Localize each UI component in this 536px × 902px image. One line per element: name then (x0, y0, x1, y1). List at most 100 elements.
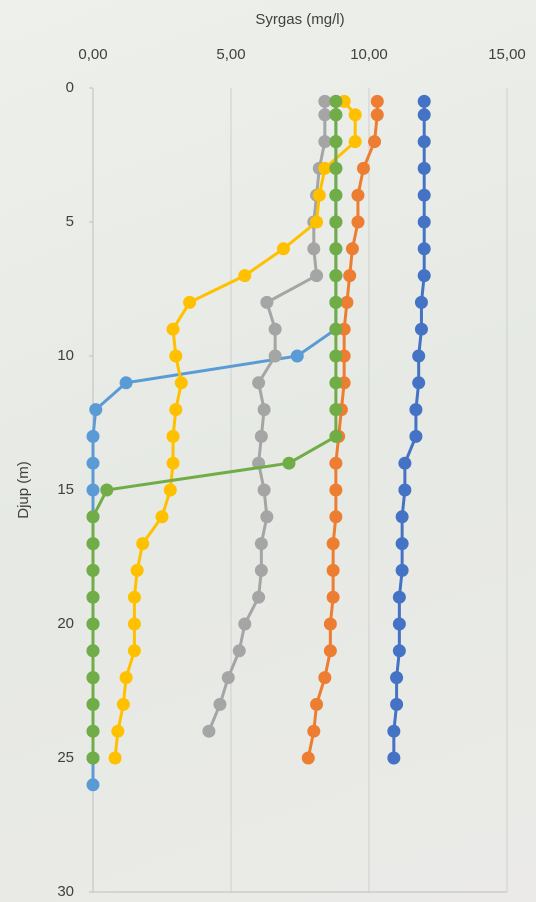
data-point (395, 563, 409, 577)
data-point (390, 671, 404, 685)
data-point (395, 537, 409, 551)
data-point (329, 510, 343, 524)
data-point (86, 456, 100, 470)
data-point (254, 429, 268, 443)
data-point (310, 269, 324, 283)
data-point (86, 697, 100, 711)
data-point (183, 295, 197, 309)
data-point (318, 161, 332, 175)
data-point (86, 778, 100, 792)
y-tick-label: 5 (66, 213, 74, 230)
data-point (417, 94, 431, 108)
y-tick-label: 30 (57, 883, 74, 900)
data-point (307, 242, 321, 256)
data-point (370, 108, 384, 122)
series-line (207, 101, 327, 732)
data-point (370, 94, 384, 108)
data-point (127, 617, 141, 631)
data-point (348, 108, 362, 122)
data-point (329, 483, 343, 497)
data-point (310, 697, 324, 711)
data-point (395, 510, 409, 524)
data-point (260, 295, 274, 309)
data-point (368, 135, 382, 149)
data-point (136, 537, 150, 551)
data-point (318, 135, 332, 149)
data-point (301, 751, 315, 765)
data-point (254, 563, 268, 577)
data-point (307, 724, 321, 738)
series-line (91, 101, 338, 758)
data-point (329, 295, 343, 309)
data-point (387, 724, 401, 738)
data-point (312, 188, 326, 202)
y-tick-label: 20 (57, 615, 74, 632)
x-tick-label: 15,00 (488, 46, 526, 63)
y-axis-title: Djup (m) (15, 461, 32, 519)
data-point (238, 617, 252, 631)
y-tick-label: 10 (57, 347, 74, 364)
y-tick-label: 25 (57, 749, 74, 766)
data-point (166, 429, 180, 443)
data-point (86, 617, 100, 631)
data-point (169, 349, 183, 363)
data-point (329, 322, 343, 336)
data-point (390, 697, 404, 711)
data-point (116, 697, 130, 711)
data-point (326, 537, 340, 551)
data-point (268, 322, 282, 336)
data-point (127, 644, 141, 658)
data-point (254, 537, 268, 551)
data-point (323, 617, 337, 631)
data-point (351, 215, 365, 229)
data-point (108, 751, 122, 765)
data-point (412, 376, 426, 390)
data-point (86, 483, 100, 497)
data-point (417, 108, 431, 122)
data-point (392, 644, 406, 658)
data-point (89, 403, 103, 417)
data-point (86, 671, 100, 685)
data-point (392, 617, 406, 631)
data-point (329, 161, 343, 175)
data-point (86, 751, 100, 765)
data-point (392, 590, 406, 604)
data-point (348, 135, 362, 149)
data-point (417, 188, 431, 202)
data-point (345, 242, 359, 256)
data-point (343, 269, 357, 283)
data-point (276, 242, 290, 256)
data-point (329, 135, 343, 149)
data-point (387, 751, 401, 765)
data-point (417, 215, 431, 229)
data-point (329, 376, 343, 390)
data-point (119, 376, 133, 390)
data-point (238, 269, 252, 283)
data-point (318, 671, 332, 685)
data-point (86, 510, 100, 524)
data-point (323, 644, 337, 658)
data-point (329, 269, 343, 283)
x-tick-label: 10,00 (350, 46, 388, 63)
axis-title: Syrgas (mg/l) (255, 11, 344, 28)
data-point (268, 349, 282, 363)
data-point (119, 671, 133, 685)
data-point (155, 510, 169, 524)
data-point (329, 456, 343, 470)
data-point (260, 510, 274, 524)
data-point (232, 644, 246, 658)
data-point (356, 161, 370, 175)
data-point (86, 563, 100, 577)
x-tick-label: 5,00 (216, 46, 245, 63)
y-tick-label: 0 (66, 79, 74, 96)
data-point (414, 295, 428, 309)
data-point (282, 456, 296, 470)
data-point (409, 429, 423, 443)
data-point (398, 456, 412, 470)
data-point (329, 94, 343, 108)
data-point (417, 242, 431, 256)
data-point (257, 483, 271, 497)
data-point (417, 269, 431, 283)
data-point (127, 590, 141, 604)
